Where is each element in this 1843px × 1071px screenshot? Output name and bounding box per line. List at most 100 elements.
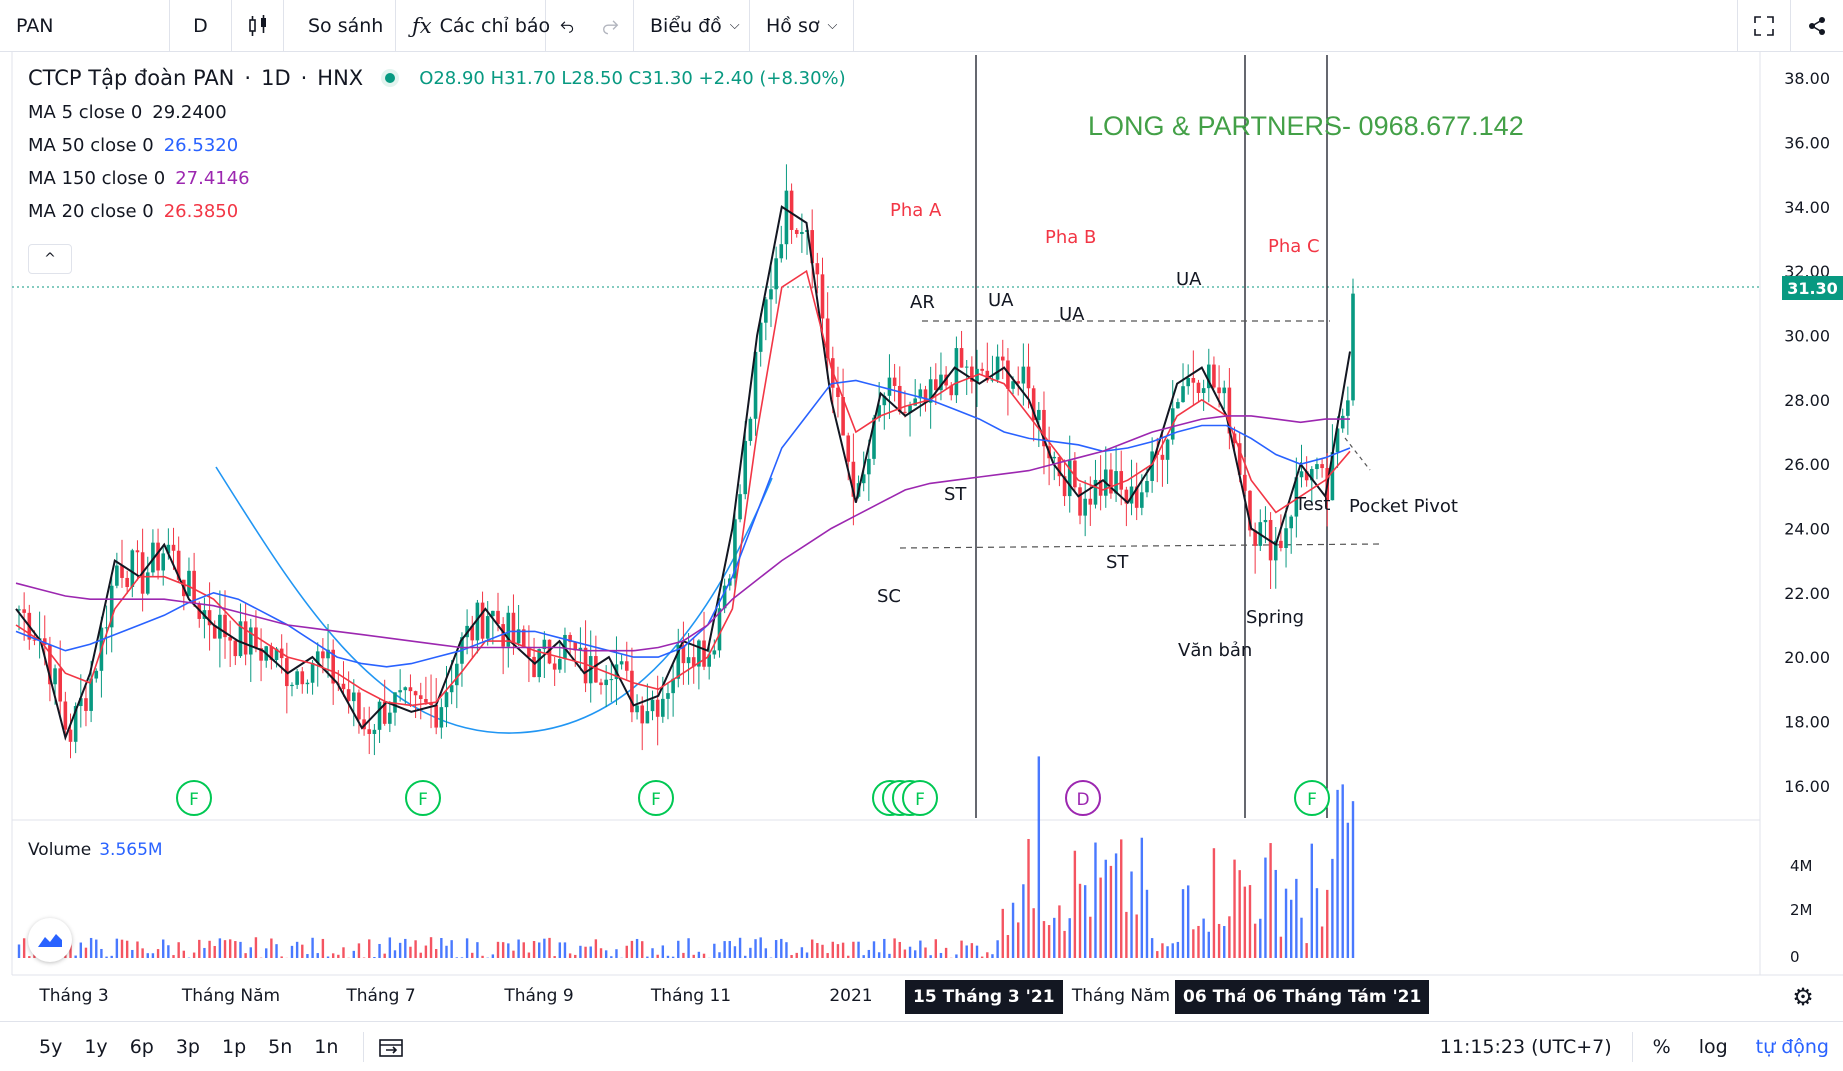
ma-legend-row[interactable]: MA 5 close 0 29.2400 [28, 102, 846, 123]
candle-body [1206, 364, 1211, 389]
volume-bar [440, 938, 443, 958]
redo-icon[interactable] [588, 0, 634, 52]
volume-bar [816, 943, 819, 958]
candle-body [1073, 460, 1077, 488]
tradingview-logo-icon[interactable] [28, 918, 72, 962]
volume-bar [831, 941, 834, 958]
candle-body [810, 230, 814, 264]
volume-bar [100, 948, 103, 958]
range-1m[interactable]: 1p [222, 1035, 247, 1058]
volume-bar [1109, 865, 1113, 958]
candle-body [434, 705, 438, 728]
candle-body [1196, 382, 1201, 393]
interval-button[interactable]: D [170, 0, 232, 52]
symbol-search[interactable]: PAN [0, 0, 170, 52]
indicators-button[interactable]: ƒx Các chỉ báo [396, 0, 550, 52]
log-toggle[interactable]: log [1698, 1035, 1728, 1058]
undo-icon[interactable] [546, 0, 588, 52]
candle-body [527, 646, 531, 657]
candle-body [444, 692, 449, 708]
ma150-value: 27.4146 [175, 168, 250, 189]
candle-body [109, 585, 114, 628]
volume-bar [996, 940, 999, 958]
candle-body [1160, 454, 1165, 460]
candles-icon[interactable] [232, 0, 284, 52]
price-chart[interactable]: FFFFFFFDF 38.0036.0034.0032.0030.0028.00… [0, 52, 1843, 1020]
volume-bar [1202, 918, 1205, 958]
candle-body [635, 705, 639, 713]
range-6m[interactable]: 6p [129, 1035, 154, 1058]
candle-body [259, 648, 263, 661]
range-5y[interactable]: 5y [39, 1035, 63, 1058]
volume-bar [1073, 850, 1077, 958]
candle-body [861, 474, 866, 484]
candle-body [841, 397, 845, 436]
candle-body [94, 670, 99, 679]
candle-body [341, 683, 346, 690]
candle-body [697, 640, 701, 667]
range-5d[interactable]: 5n [268, 1035, 293, 1058]
sc-label: SC [877, 586, 901, 607]
volume-bar [733, 946, 737, 958]
date-range-icon[interactable] [378, 1036, 404, 1058]
candle-body [748, 418, 753, 441]
volume-bar [1068, 918, 1071, 958]
price-tick-label: 16.00 [1784, 777, 1830, 796]
volume-bar [610, 956, 613, 958]
volume-bar [697, 951, 701, 958]
compare-button[interactable]: So sánh [284, 0, 396, 52]
volume-bar [213, 945, 216, 958]
candle-body [794, 229, 799, 234]
candle-body [691, 657, 696, 667]
candle-body [939, 374, 943, 391]
candle-body [934, 379, 938, 391]
interval-label: D [193, 14, 208, 37]
auto-scale-toggle[interactable]: tự động [1755, 1035, 1829, 1058]
volume-bar [1253, 923, 1257, 958]
percent-toggle[interactable]: % [1652, 1035, 1671, 1058]
ma-legend-row[interactable]: MA 150 close 0 27.4146 [28, 168, 846, 189]
candle-body [1346, 400, 1350, 416]
range-3m[interactable]: 3p [175, 1035, 200, 1058]
volume-bar [754, 939, 757, 958]
candle-body [58, 668, 63, 702]
candle-body [954, 348, 959, 396]
candle-body [233, 640, 238, 657]
share-icon[interactable] [1791, 0, 1843, 52]
collapse-legend-button[interactable]: ^ [28, 244, 72, 274]
price-tick-label: 36.00 [1784, 133, 1830, 152]
watermark-text: LONG & PARTNERS- 0968.677.142 [1088, 111, 1524, 141]
legend-exchange: HNX [317, 66, 364, 90]
range-1y[interactable]: 1y [84, 1035, 108, 1058]
candle-body [599, 682, 603, 686]
volume-bar [84, 947, 88, 958]
volume-bar [223, 940, 227, 958]
clock-label[interactable]: 11:15:23 (UTC+7) [1439, 1035, 1612, 1058]
volume-bar [1259, 918, 1262, 958]
candle-body [1299, 471, 1304, 478]
fullscreen-icon[interactable] [1737, 0, 1791, 52]
ma-legend-row[interactable]: MA 50 close 0 26.5320 [28, 135, 846, 156]
volume-bar [1197, 925, 1200, 958]
candle-body [676, 645, 681, 679]
candle-body [1119, 471, 1124, 490]
profile-menu[interactable]: Hồ sơ ⌵ [750, 0, 854, 52]
volume-bar [805, 952, 809, 958]
volume-bar [434, 949, 438, 958]
price-axis: 38.0036.0034.0032.0030.0028.0026.0024.00… [1784, 69, 1830, 796]
volume-bar [635, 938, 639, 958]
volume-bar [1212, 848, 1216, 958]
candle-body [63, 701, 68, 730]
chevron-down-icon: ⌵ [827, 18, 838, 33]
range-1d[interactable]: 1n [314, 1035, 339, 1058]
candle-body [789, 190, 794, 230]
settings-gear-icon[interactable]: ⚙ [1792, 983, 1814, 1011]
ma-legend-row[interactable]: MA 20 close 0 26.3850 [28, 201, 846, 222]
crosshair-date-tag: 06 Tháng Tám '21 [1245, 980, 1430, 1014]
market-status-icon[interactable] [385, 73, 396, 83]
candle-body [22, 609, 26, 613]
candle-body [516, 629, 521, 644]
chart-menu[interactable]: Biểu đồ ⌵ [634, 0, 750, 52]
volume-bar [1089, 916, 1092, 958]
volume-bar [970, 943, 974, 958]
